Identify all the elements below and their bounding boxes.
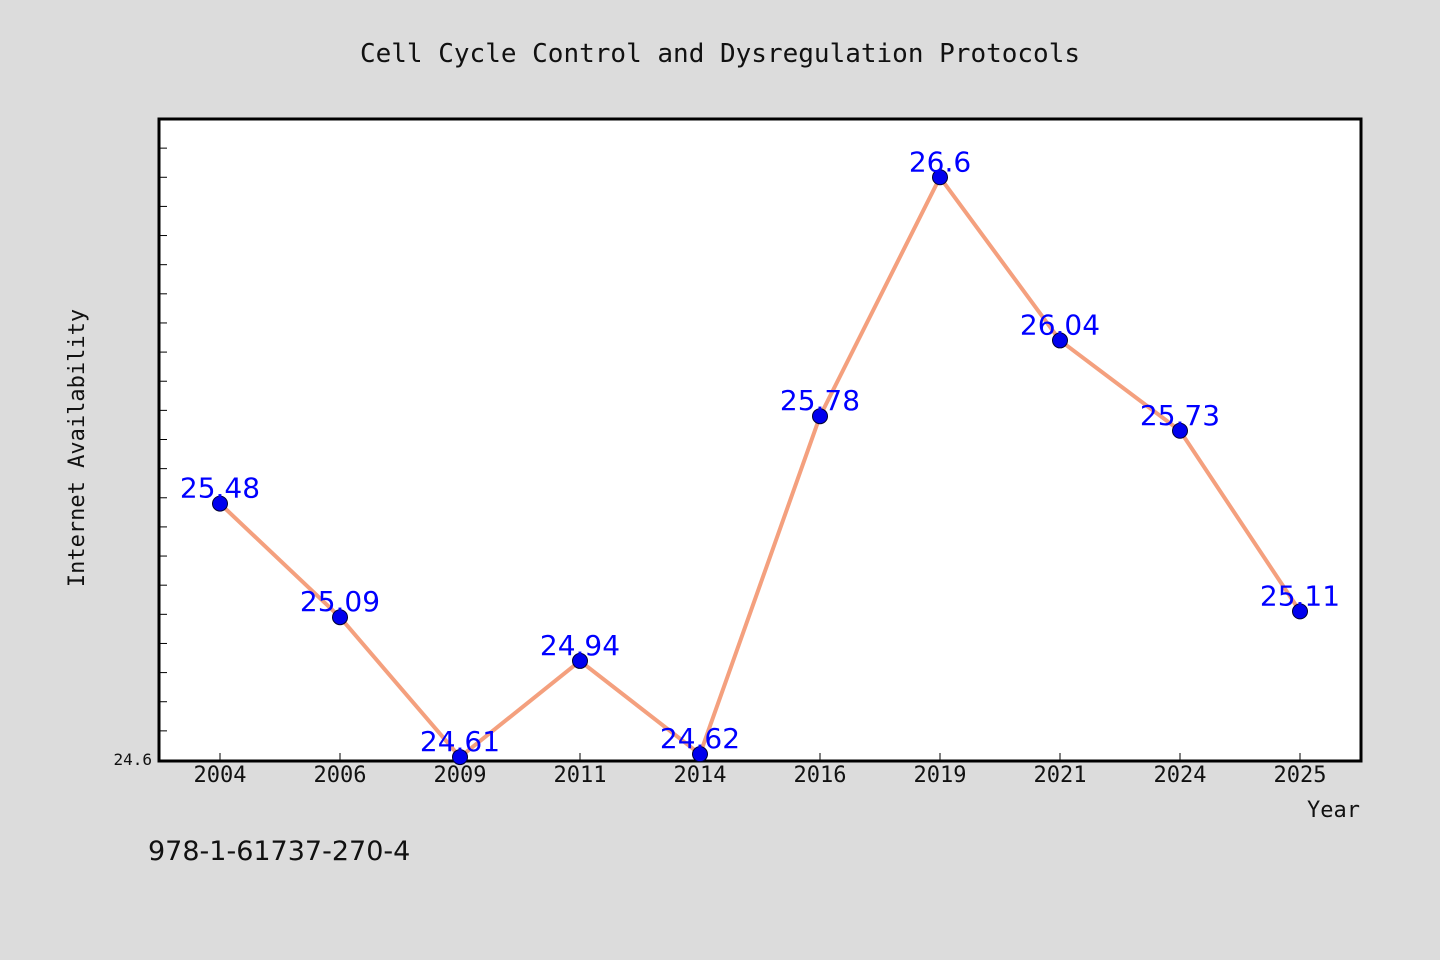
data-point <box>692 746 708 763</box>
x-tick-label: 2025 <box>1274 763 1327 788</box>
data-label: 25.78 <box>780 384 860 417</box>
data-point <box>332 609 348 626</box>
x-tick-label: 2011 <box>554 763 607 788</box>
x-tick-label: 2004 <box>194 763 247 788</box>
isbn-footer: 978-1-61737-270-4 <box>148 836 411 867</box>
y-tick-label: 24.6 <box>113 750 152 769</box>
data-point <box>1172 422 1188 439</box>
x-tick-label: 2021 <box>1034 763 1087 788</box>
data-point <box>572 652 588 669</box>
y-axis-ticks <box>160 118 167 761</box>
data-label: 25.11 <box>1260 579 1340 612</box>
data-point <box>932 169 948 186</box>
series-group: 25.48 25.09 24.61 24.94 24.62 25.78 26.6 26.04 2… <box>180 145 1340 766</box>
series-line <box>218 175 1302 760</box>
data-label: 25.48 <box>180 472 260 505</box>
y-axis-title: Internet Availability <box>65 309 90 587</box>
x-tick-label: 2024 <box>1154 763 1207 788</box>
chart-title: Cell Cycle Control and Dysregulation Pro… <box>360 39 1080 69</box>
data-label: 24.94 <box>540 629 620 662</box>
data-label: 25.09 <box>300 585 380 618</box>
x-tick-label: 2009 <box>434 763 487 788</box>
data-label: 24.62 <box>660 722 740 755</box>
data-label: 26.04 <box>1020 308 1100 341</box>
x-tick-label: 2006 <box>314 763 367 788</box>
x-axis-tick-labels: 2004 2006 2009 2011 2014 2016 2019 2021 2024 2025 <box>194 753 1327 788</box>
data-point <box>812 408 828 425</box>
x-axis-title: Year <box>1307 798 1360 823</box>
data-label: 24.61 <box>420 725 500 758</box>
y-axis-tick-labels: 24.6 <box>113 750 152 769</box>
data-point <box>212 495 228 512</box>
data-label: 25.73 <box>1140 399 1220 432</box>
data-point <box>1292 603 1308 620</box>
data-label: 26.6 <box>909 145 971 178</box>
x-tick-label: 2019 <box>914 763 967 788</box>
data-point <box>1052 332 1068 349</box>
x-tick-label: 2016 <box>794 763 847 788</box>
x-tick-label: 2014 <box>674 763 727 788</box>
data-point <box>452 749 468 766</box>
plot-area <box>157 117 1363 763</box>
